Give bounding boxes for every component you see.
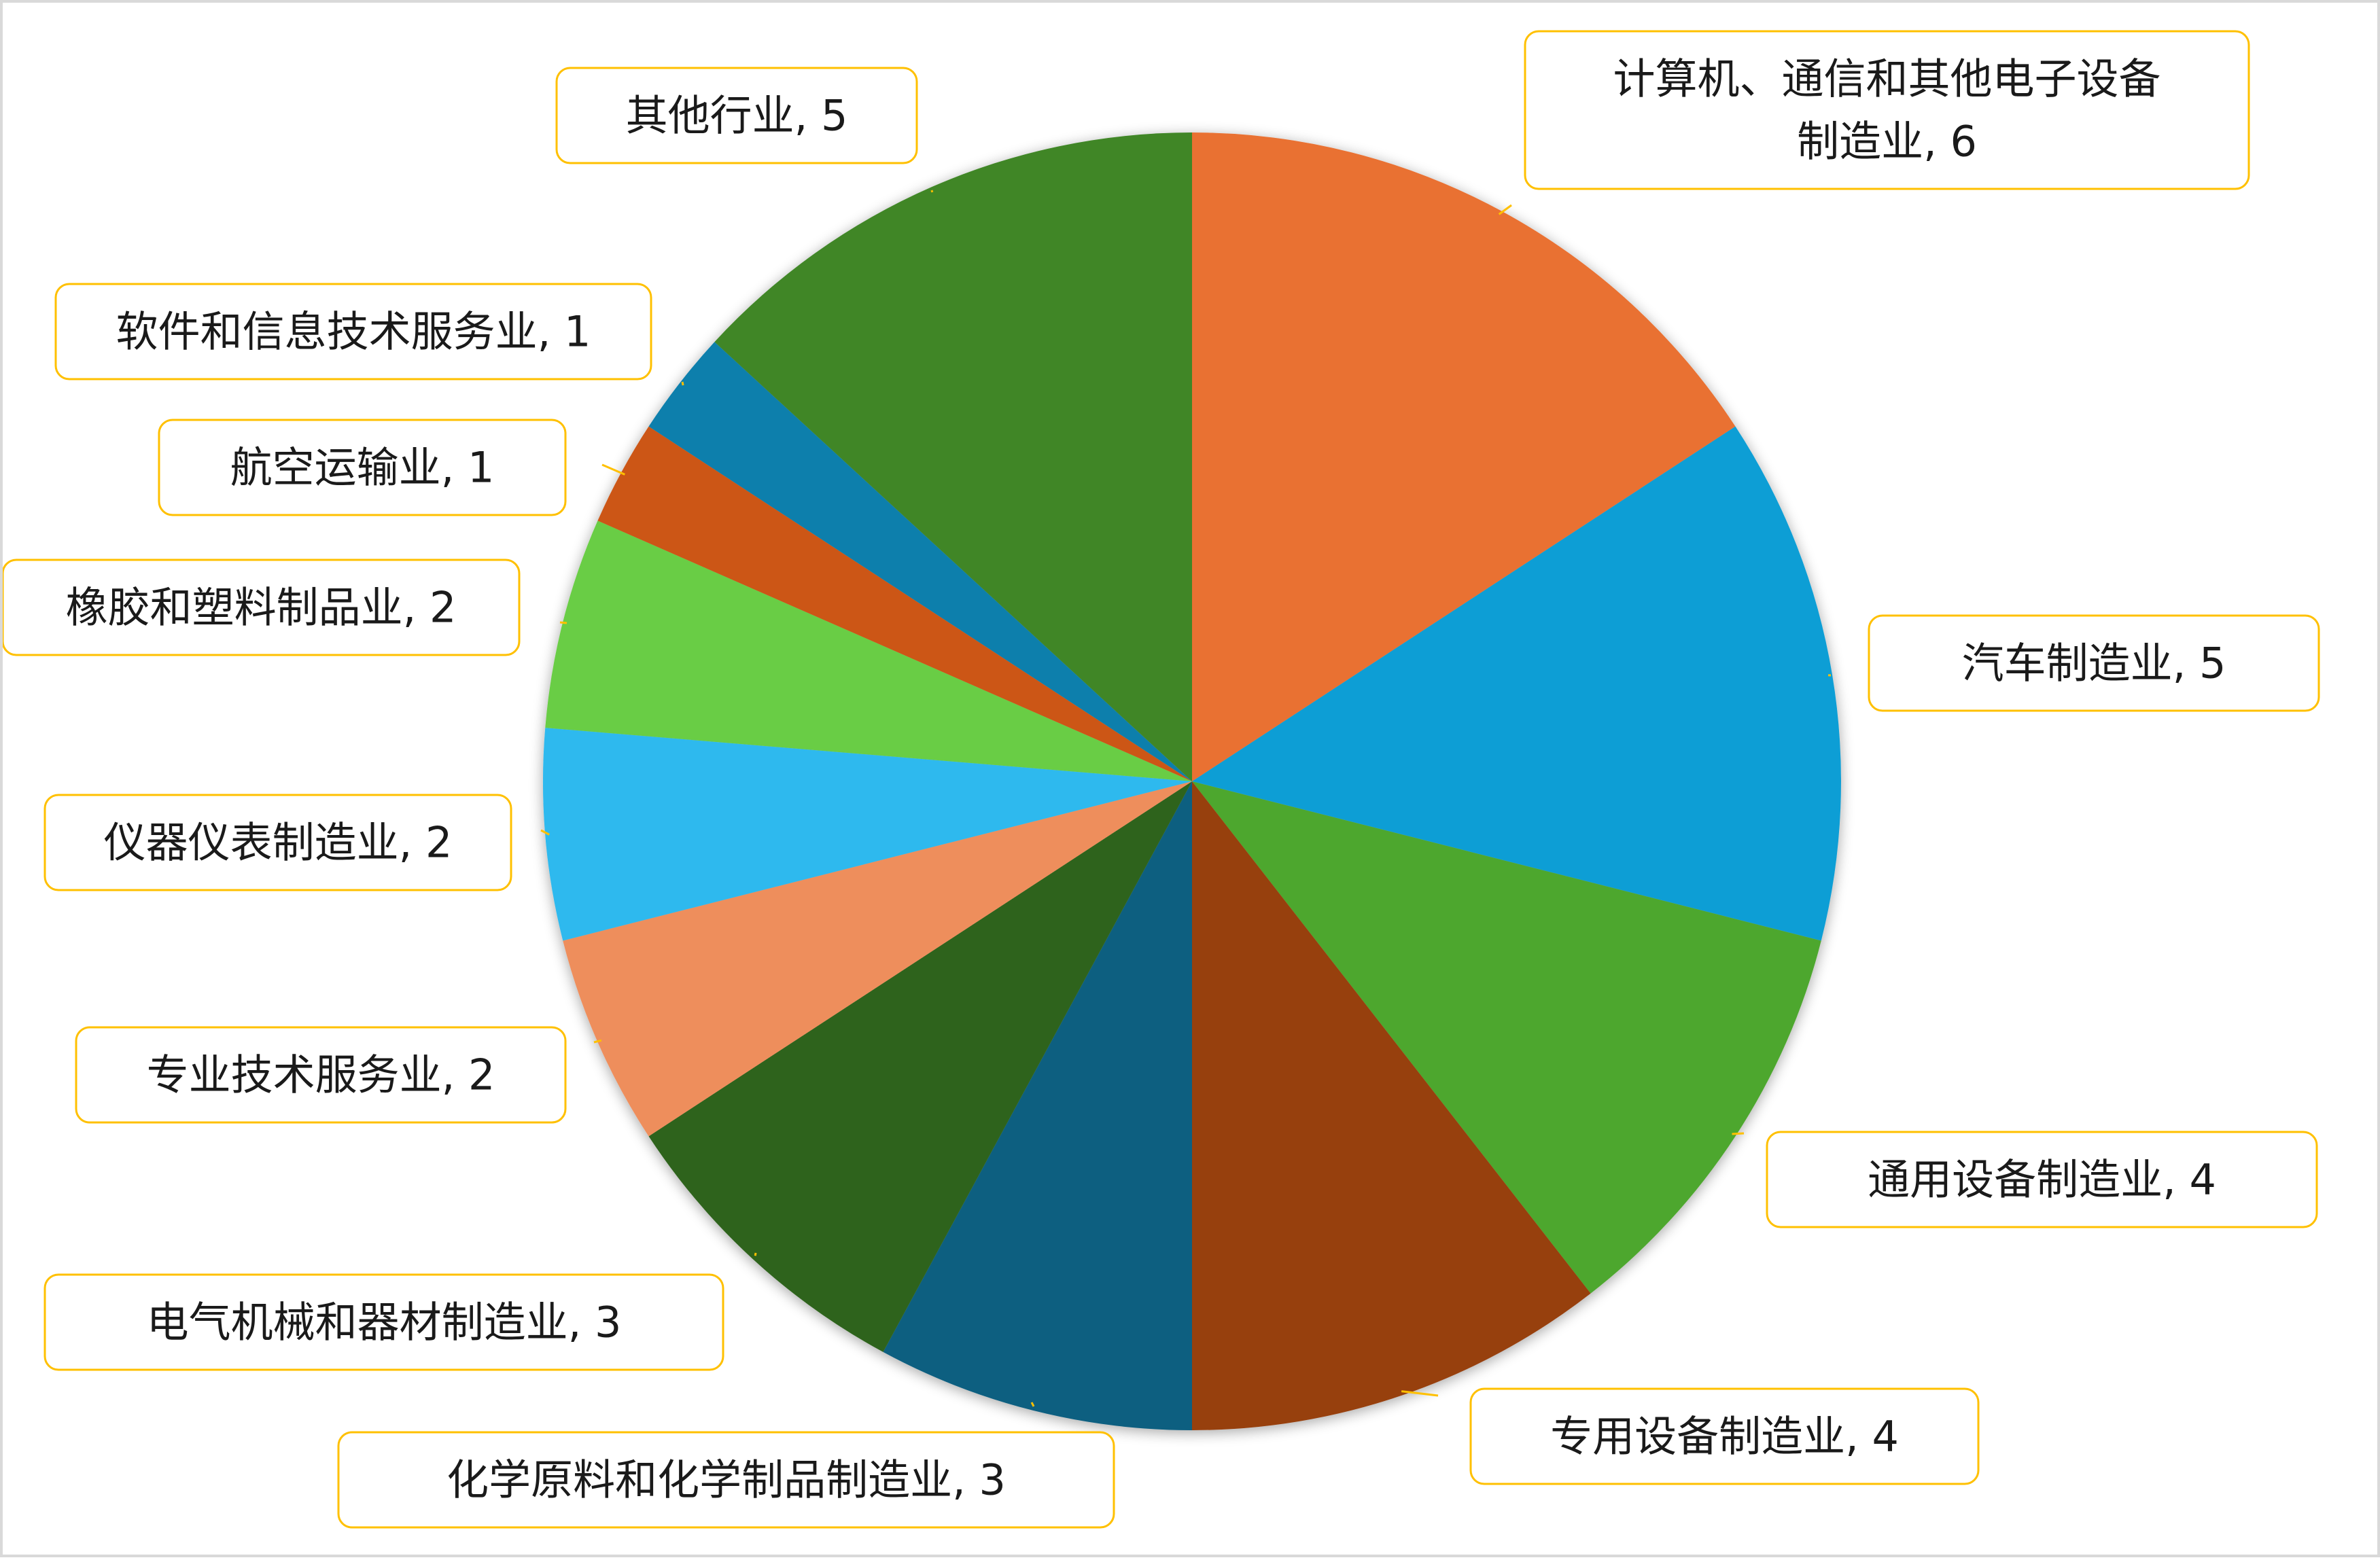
leader-line-9: [602, 465, 625, 474]
data-label-text-5-0: 电气机械和器材制造业, 3: [147, 1298, 622, 1347]
leader-line-0: [1499, 205, 1511, 214]
data-label-text-9-0: 航空运输业, 1: [230, 443, 495, 493]
data-label-text-6-0: 专业技术服务业, 2: [147, 1050, 495, 1100]
data-label-text-1-0: 汽车制造业, 5: [1962, 639, 2226, 688]
leader-line-10: [682, 382, 683, 385]
data-label-text-0-0: 计算机、通信和其他电子设备: [1613, 54, 2160, 104]
data-label-text-2-0: 通用设备制造业, 4: [1868, 1155, 2216, 1205]
data-label-text-8-0: 橡胶和塑料制品业, 2: [66, 583, 457, 633]
leader-line-8: [560, 622, 567, 623]
leader-line-2: [1732, 1133, 1744, 1134]
leader-line-11: [931, 191, 933, 192]
data-label-text-10-0: 软件和信息技术服务业, 1: [116, 307, 591, 357]
data-label-text-0-1: 制造业, 6: [1797, 117, 1977, 166]
data-label-text-4-0: 化学原料和化学制品制造业, 3: [447, 1455, 1006, 1505]
data-label-text-11-0: 其他行业, 5: [626, 91, 848, 141]
leader-line-5: [755, 1253, 756, 1256]
data-label-text-7-0: 仪器仪表制造业, 2: [104, 818, 453, 868]
data-label-text-3-0: 专用设备制造业, 4: [1550, 1412, 1899, 1461]
pie-slices: [543, 132, 1841, 1430]
